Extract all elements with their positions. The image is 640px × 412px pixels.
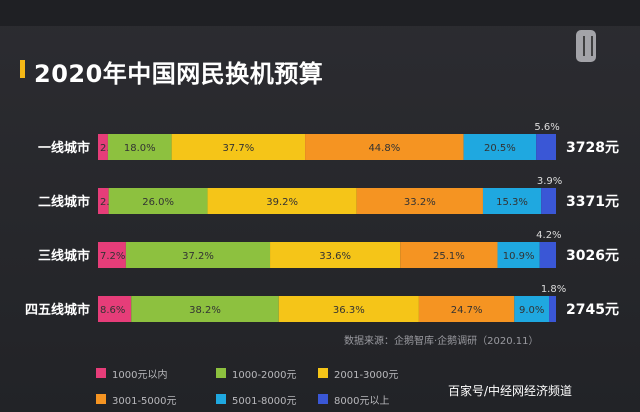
title-accent-bar <box>20 60 25 78</box>
data-label: 44.8% <box>368 143 400 154</box>
data-label: 20.5% <box>484 143 516 154</box>
data-label: 10.9% <box>503 251 535 262</box>
legend-item: 3001-5000元 <box>96 392 177 407</box>
data-label: 15.3% <box>496 197 528 208</box>
data-label: 33.2% <box>404 197 436 208</box>
bar-segment <box>98 242 126 268</box>
category-label: 四五线城市 <box>25 302 90 318</box>
data-label: 37.7% <box>222 143 254 154</box>
data-label: 1.8% <box>541 284 566 295</box>
bar-segment <box>270 242 401 268</box>
chart-title: 2020年中国网民换机预算 <box>34 60 324 88</box>
bar-segment <box>171 134 306 160</box>
legend-swatch <box>216 368 226 378</box>
top-strip <box>0 0 640 26</box>
data-source: 数据来源：企鹅智库·企鹅调研（2020.11） <box>344 336 539 347</box>
bar-segment <box>418 296 515 322</box>
watermark: 百家号/中经网经济频道 <box>448 384 573 398</box>
bar-segment <box>356 188 483 214</box>
bar-segment <box>98 134 108 160</box>
data-label: 25.1% <box>433 251 465 262</box>
bar-segment <box>514 296 550 322</box>
data-label: 37.2% <box>182 251 214 262</box>
bar-segment <box>549 296 556 322</box>
legend-item: 1000元以内 <box>96 366 168 381</box>
data-label: 3.9% <box>537 176 562 187</box>
bar-segment <box>108 188 208 214</box>
legend-swatch <box>318 368 328 378</box>
legend-swatch <box>96 368 106 378</box>
total-label: 3728元 <box>566 140 619 156</box>
legend-label: 5001-8000元 <box>232 395 297 407</box>
category-label: 二线城市 <box>38 194 90 210</box>
bar-segment <box>541 188 556 214</box>
category-label: 三线城市 <box>38 248 90 264</box>
legend-item: 5001-8000元 <box>216 392 297 407</box>
total-label: 3371元 <box>566 194 619 210</box>
data-label: 39.2% <box>266 197 298 208</box>
data-label: 8.6% <box>100 305 125 316</box>
bar-segment <box>278 296 419 322</box>
legend-label: 3001-5000元 <box>112 395 177 407</box>
legend-swatch <box>216 394 226 404</box>
corner-icon <box>576 30 596 62</box>
bar-segment <box>125 242 271 268</box>
bar-segment <box>98 296 132 322</box>
legend-label: 1000元以内 <box>112 369 168 381</box>
legend-item: 8000元以上 <box>318 392 390 407</box>
bar-segment <box>207 188 357 214</box>
legend-item: 1000-2000元 <box>216 366 297 381</box>
data-label: 9.0% <box>519 305 544 316</box>
legend-item: 2001-3000元 <box>318 366 399 381</box>
legend-label: 2001-3000元 <box>334 369 399 381</box>
data-label: 4.2% <box>536 230 561 241</box>
bar-segment <box>400 242 498 268</box>
data-label: 33.6% <box>319 251 351 262</box>
legend-swatch <box>96 394 106 404</box>
data-label: 24.7% <box>451 305 483 316</box>
data-label: 18.0% <box>124 143 156 154</box>
total-label: 2745元 <box>566 302 619 318</box>
bar-segment <box>98 188 109 214</box>
bar-segment <box>131 296 279 322</box>
category-label: 一线城市 <box>38 140 90 156</box>
data-label: 36.3% <box>333 305 365 316</box>
legend-label: 1000-2000元 <box>232 369 297 381</box>
bar-segment <box>305 134 464 160</box>
bar-segment <box>482 188 542 214</box>
total-label: 3026元 <box>566 248 619 264</box>
data-label: 5.6% <box>534 122 559 133</box>
data-label: 38.2% <box>189 305 221 316</box>
legend-label: 8000元以上 <box>334 395 390 407</box>
bar-segment <box>463 134 537 160</box>
data-label: 7.2% <box>100 251 125 262</box>
data-label: 26.0% <box>142 197 174 208</box>
bar-segment <box>536 134 556 160</box>
bar-segment <box>539 242 556 268</box>
bar-segment <box>497 242 540 268</box>
legend-swatch <box>318 394 328 404</box>
bar-segment <box>107 134 172 160</box>
